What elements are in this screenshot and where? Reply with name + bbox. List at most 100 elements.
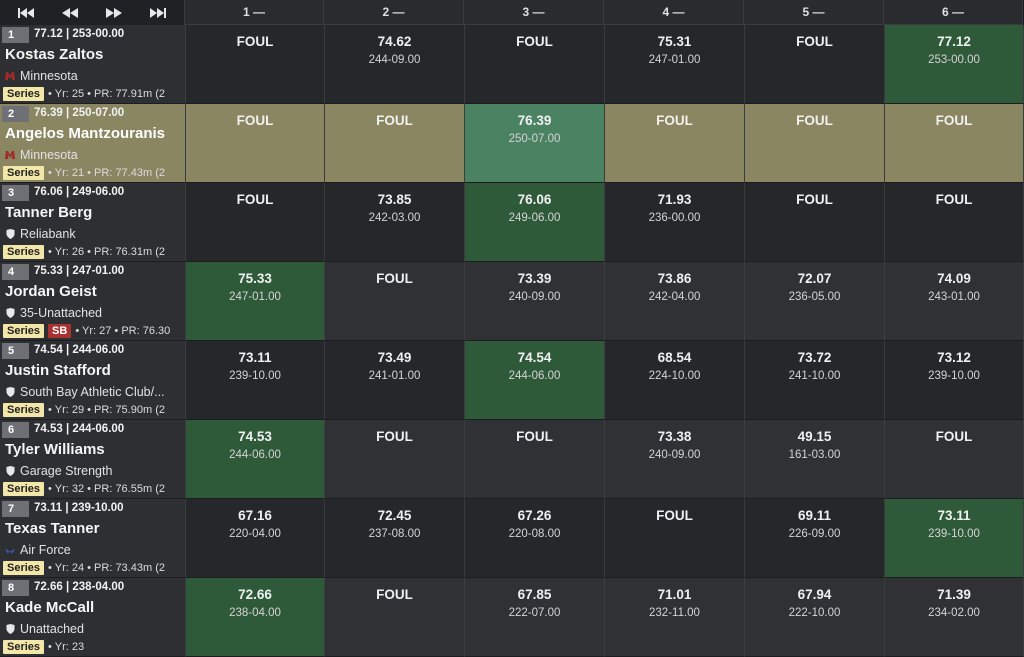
series-badge[interactable]: Series [3, 166, 45, 180]
attempt-cell[interactable]: FOUL [186, 104, 325, 183]
attempt-cell[interactable]: FOUL [885, 420, 1024, 499]
attempt-cell[interactable]: FOUL [885, 183, 1024, 262]
attempt-cell[interactable]: 71.93 236-00.00 [605, 183, 745, 262]
attempt-cell[interactable]: 67.26 220-08.00 [465, 499, 605, 578]
athlete-row[interactable]: 6 74.53 | 244-06.00 Tyler Williams Garage S… [0, 420, 1024, 499]
attempt-cell[interactable]: FOUL [186, 183, 325, 262]
attempt-cell[interactable]: 75.31 247-01.00 [605, 25, 745, 104]
attempt-cell[interactable]: 67.16 220-04.00 [186, 499, 325, 578]
attempt-cell[interactable]: FOUL [885, 104, 1024, 183]
athlete-cell[interactable]: 2 76.39 | 250-07.00 Angelos Mantzouranis Mi… [0, 104, 186, 183]
attempt-cell[interactable]: FOUL [465, 420, 605, 499]
attempt-cell[interactable]: FOUL [605, 104, 745, 183]
athlete-row[interactable]: 8 72.66 | 238-04.00 Kade McCall Unattached S… [0, 578, 1024, 657]
team[interactable]: Reliabank [5, 227, 183, 241]
attempt-column-header[interactable]: 5 — [744, 0, 884, 25]
athlete-cell[interactable]: 1 77.12 | 253-00.00 Kostas Zaltos Minnesota… [0, 25, 186, 104]
athlete-cell[interactable]: 8 72.66 | 238-04.00 Kade McCall Unattached S… [0, 578, 186, 657]
attempt-cell[interactable]: 77.12 253-00.00 [885, 25, 1024, 104]
series-badge[interactable]: Series [3, 87, 45, 101]
attempt-cell[interactable]: FOUL [745, 104, 885, 183]
athlete-cell[interactable]: 6 74.53 | 244-06.00 Tyler Williams Garage S… [0, 420, 186, 499]
attempt-cell[interactable]: 73.39 240-09.00 [465, 262, 605, 341]
attempt-column-header[interactable]: 6 — [884, 0, 1023, 25]
attempt-cell[interactable]: FOUL [325, 578, 465, 657]
attempt-column-header[interactable]: 3 — [464, 0, 604, 25]
skip-last-button[interactable] [147, 5, 169, 21]
attempt-cell[interactable]: 73.85 242-03.00 [325, 183, 465, 262]
attempt-cell[interactable]: 67.94 222-10.00 [745, 578, 885, 657]
attempt-cell[interactable]: 49.15 161-03.00 [745, 420, 885, 499]
series-badge[interactable]: Series [3, 482, 45, 496]
team[interactable]: Garage Strength [5, 464, 183, 478]
attempt-mark: 73.11 [937, 508, 971, 523]
attempt-cell[interactable]: 67.85 222-07.00 [465, 578, 605, 657]
team[interactable]: Minnesota [5, 148, 183, 162]
attempt-cell[interactable]: 73.72 241-10.00 [745, 341, 885, 420]
series-badge[interactable]: Series [3, 561, 45, 575]
skip-first-button[interactable] [15, 5, 37, 21]
athlete-name[interactable]: Texas Tanner [5, 520, 100, 537]
attempt-cell[interactable]: 72.07 236-05.00 [745, 262, 885, 341]
team[interactable]: Minnesota [5, 69, 183, 83]
attempt-cell[interactable]: 74.53 244-06.00 [186, 420, 325, 499]
athlete-name[interactable]: Kostas Zaltos [5, 46, 104, 63]
athlete-cell[interactable]: 5 74.54 | 244-06.00 Justin Stafford South B… [0, 341, 186, 420]
athlete-name[interactable]: Tanner Berg [5, 204, 93, 221]
athlete-cell[interactable]: 4 75.33 | 247-01.00 Jordan Geist 35-Unattac… [0, 262, 186, 341]
athlete-name[interactable]: Angelos Mantzouranis [5, 125, 166, 142]
series-badge[interactable]: Series [3, 640, 45, 654]
attempt-cell[interactable]: 72.45 237-08.00 [325, 499, 465, 578]
attempt-cell[interactable]: FOUL [325, 262, 465, 341]
athlete-name[interactable]: Justin Stafford [5, 362, 111, 379]
athlete-row[interactable]: 3 76.06 | 249-06.00 Tanner Berg Reliabank Se… [0, 183, 1024, 262]
team[interactable]: Unattached [5, 622, 183, 636]
previous-button[interactable] [59, 5, 81, 21]
attempt-mark: 72.66 [238, 587, 272, 602]
attempt-cell[interactable]: 75.33 247-01.00 [186, 262, 325, 341]
athlete-cell[interactable]: 7 73.11 | 239-10.00 Texas Tanner Air Force S… [0, 499, 186, 578]
attempt-column-header[interactable]: 1 — [185, 0, 324, 25]
athlete-row[interactable]: 2 76.39 | 250-07.00 Angelos Mantzouranis Mi… [0, 104, 1024, 183]
attempt-cell[interactable]: FOUL [745, 183, 885, 262]
attempt-column-header[interactable]: 2 — [324, 0, 464, 25]
team[interactable]: 35-Unattached [5, 306, 183, 320]
attempt-cell[interactable]: 73.11 239-10.00 [885, 499, 1024, 578]
attempt-cell[interactable]: 73.38 240-09.00 [605, 420, 745, 499]
attempt-cell[interactable]: 69.11 226-09.00 [745, 499, 885, 578]
attempt-cell[interactable]: 76.06 249-06.00 [465, 183, 605, 262]
attempt-cell[interactable]: FOUL [745, 25, 885, 104]
athlete-name[interactable]: Kade McCall [5, 599, 95, 616]
attempt-cell[interactable]: 71.39 234-02.00 [885, 578, 1024, 657]
attempt-cell[interactable]: 73.86 242-04.00 [605, 262, 745, 341]
athlete-name[interactable]: Tyler Williams [5, 441, 105, 458]
athlete-name[interactable]: Jordan Geist [5, 283, 97, 300]
attempt-cell[interactable]: FOUL [186, 25, 325, 104]
team[interactable]: Air Force [5, 543, 183, 557]
athlete-row[interactable]: 5 74.54 | 244-06.00 Justin Stafford South B… [0, 341, 1024, 420]
athlete-row[interactable]: 4 75.33 | 247-01.00 Jordan Geist 35-Unattac… [0, 262, 1024, 341]
attempt-cell[interactable]: 73.12 239-10.00 [885, 341, 1024, 420]
series-badge[interactable]: Series [3, 324, 45, 338]
attempt-cell[interactable]: 68.54 224-10.00 [605, 341, 745, 420]
attempt-cell[interactable]: 72.66 238-04.00 [186, 578, 325, 657]
attempt-cell[interactable]: 73.49 241-01.00 [325, 341, 465, 420]
series-badge[interactable]: Series [3, 403, 45, 417]
series-badge[interactable]: Series [3, 245, 45, 259]
attempt-cell[interactable]: FOUL [605, 499, 745, 578]
attempt-cell[interactable]: 76.39 250-07.00 [465, 104, 605, 183]
attempt-cell[interactable]: 74.09 243-01.00 [885, 262, 1024, 341]
athlete-cell[interactable]: 3 76.06 | 249-06.00 Tanner Berg Reliabank Se… [0, 183, 186, 262]
attempt-cell[interactable]: FOUL [325, 420, 465, 499]
attempt-cell[interactable]: 73.11 239-10.00 [186, 341, 325, 420]
next-button[interactable] [103, 5, 125, 21]
attempt-cell[interactable]: FOUL [325, 104, 465, 183]
attempt-column-header[interactable]: 4 — [604, 0, 744, 25]
attempt-cell[interactable]: 74.62 244-09.00 [325, 25, 465, 104]
athlete-row[interactable]: 1 77.12 | 253-00.00 Kostas Zaltos Minnesota… [0, 25, 1024, 104]
attempt-cell[interactable]: 74.54 244-06.00 [465, 341, 605, 420]
attempt-cell[interactable]: FOUL [465, 25, 605, 104]
attempt-cell[interactable]: 71.01 232-11.00 [605, 578, 745, 657]
team[interactable]: South Bay Athletic Club/... [5, 385, 183, 399]
athlete-row[interactable]: 7 73.11 | 239-10.00 Texas Tanner Air Force S… [0, 499, 1024, 578]
